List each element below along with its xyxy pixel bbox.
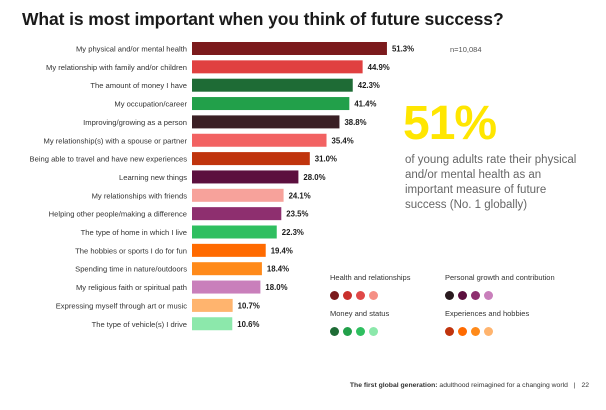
category-label: The type of home in which I live — [81, 228, 187, 237]
value-label: 44.9% — [368, 63, 390, 72]
legend-label: Money and status — [330, 309, 390, 318]
value-label: 38.8% — [344, 118, 366, 127]
sample-size-note: n=10,084 — [450, 45, 482, 54]
bar — [192, 133, 327, 147]
category-label: Spending time in nature/outdoors — [75, 265, 187, 274]
category-label: Improving/growing as a person — [83, 118, 187, 127]
stat-description: of young adults rate their physical and/… — [405, 154, 577, 211]
footer-separator: | — [573, 382, 576, 389]
legend-swatches — [330, 291, 410, 300]
bar — [192, 317, 233, 331]
category-label: My occupation/career — [114, 100, 187, 109]
bar — [192, 78, 353, 92]
legend-swatch — [369, 291, 378, 300]
category-label: The amount of money I have — [90, 81, 187, 90]
bar — [192, 42, 387, 55]
legend-group-health: Health and relationships — [330, 273, 410, 300]
legend-group-experiences: Experiences and hobbies — [445, 309, 529, 336]
page-number: 22 — [581, 382, 589, 389]
value-label: 28.0% — [303, 173, 325, 182]
value-label: 42.3% — [358, 81, 380, 90]
value-label: 10.7% — [238, 301, 260, 310]
bar — [192, 152, 310, 166]
category-label: Learning new things — [119, 173, 187, 182]
legend-swatch — [343, 291, 352, 300]
legend-swatch — [343, 327, 352, 336]
value-label: 51.3% — [392, 45, 414, 54]
bar — [192, 298, 233, 312]
value-label: 10.6% — [237, 320, 259, 329]
bar — [192, 188, 284, 202]
value-label: 41.4% — [354, 100, 376, 109]
value-label: 18.4% — [267, 265, 289, 274]
category-label: My relationship(s) with a spouse or part… — [44, 136, 188, 145]
category-label: My relationship with family and/or child… — [46, 63, 187, 72]
category-label: My relationships with friends — [92, 191, 188, 200]
legend-swatch — [484, 291, 493, 300]
value-label: 31.0% — [315, 155, 337, 164]
legend-label: Experiences and hobbies — [445, 309, 530, 318]
legend-swatch — [445, 327, 454, 336]
bar — [192, 207, 282, 221]
legend-swatch — [330, 291, 339, 300]
bar — [192, 115, 340, 129]
bar — [192, 60, 363, 74]
legend-swatches — [330, 327, 389, 336]
legend-swatch — [445, 291, 454, 300]
value-label: 23.5% — [286, 210, 308, 219]
legend-group-money: Money and status — [330, 309, 389, 336]
category-label: My physical and/or mental health — [76, 45, 187, 54]
legend-swatch — [458, 327, 467, 336]
legend-swatch — [471, 291, 480, 300]
category-label: My religious faith or spiritual path — [76, 283, 187, 292]
value-label: 35.4% — [332, 136, 354, 145]
category-label: The type of vehicle(s) I drive — [92, 320, 187, 329]
legend-swatches — [445, 327, 529, 336]
bar — [192, 170, 299, 184]
legend-swatches — [445, 291, 555, 300]
bar — [192, 225, 277, 239]
category-label: Expressing myself through art or music — [56, 301, 187, 310]
legend-swatch — [471, 327, 480, 336]
footer-report-title: The first global generation: — [349, 382, 438, 389]
legend-label: Health and relationships — [330, 273, 411, 282]
category-label: The hobbies or sports I do for fun — [75, 246, 187, 255]
bar — [192, 280, 261, 294]
bar — [192, 97, 350, 111]
legend-swatch — [330, 327, 339, 336]
bar — [192, 243, 266, 257]
legend-swatch — [369, 327, 378, 336]
legend-swatch — [484, 327, 493, 336]
stat-headline: 51% — [403, 97, 497, 150]
page-footer: The first global generation: adulthood r… — [350, 382, 589, 389]
value-label: 22.3% — [282, 228, 304, 237]
category-label: Helping other people/making a difference — [49, 210, 187, 219]
value-label: 24.1% — [289, 191, 311, 200]
chart-title: What is most important when you think of… — [22, 9, 504, 29]
footer-subtitle: adulthood reimagined for a changing worl… — [437, 382, 568, 389]
bar — [192, 262, 262, 276]
category-label: Being able to travel and have new experi… — [30, 155, 188, 164]
legend-group-growth: Personal growth and contribution — [445, 273, 555, 300]
value-label: 18.0% — [265, 283, 287, 292]
value-label: 19.4% — [271, 246, 293, 255]
legend-swatch — [356, 327, 365, 336]
legend-swatch — [458, 291, 467, 300]
legend-label: Personal growth and contribution — [445, 273, 555, 282]
legend-swatch — [356, 291, 365, 300]
